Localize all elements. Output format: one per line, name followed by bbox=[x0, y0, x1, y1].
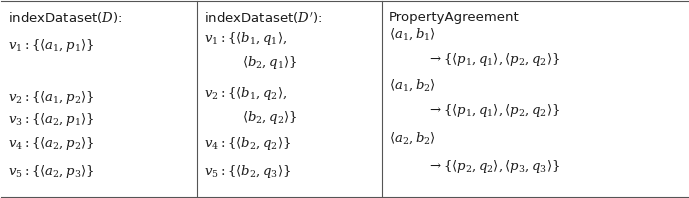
Text: $\langle a_1, b_2\rangle$: $\langle a_1, b_2\rangle$ bbox=[389, 78, 436, 93]
Text: $\langle a_1, b_1\rangle$: $\langle a_1, b_1\rangle$ bbox=[389, 27, 436, 42]
Text: indexDataset($D$):: indexDataset($D$): bbox=[8, 10, 123, 26]
Text: $\rightarrow \{\langle p_1, q_1\rangle, \langle p_2, q_2\rangle\}$: $\rightarrow \{\langle p_1, q_1\rangle, … bbox=[427, 51, 560, 69]
Text: $\rightarrow \{\langle p_2, q_2\rangle, \langle p_3, q_3\rangle\}$: $\rightarrow \{\langle p_2, q_2\rangle, … bbox=[427, 158, 560, 175]
Text: $v_3 : \{\langle a_2, p_1\rangle\}$: $v_3 : \{\langle a_2, p_1\rangle\}$ bbox=[8, 111, 95, 128]
Text: $v_5 : \{\langle a_2, p_3\rangle\}$: $v_5 : \{\langle a_2, p_3\rangle\}$ bbox=[8, 163, 95, 180]
Text: $v_2 : \{\langle b_1, q_2\rangle,$: $v_2 : \{\langle b_1, q_2\rangle,$ bbox=[204, 85, 287, 102]
Text: $v_1 : \{\langle b_1, q_1\rangle,$: $v_1 : \{\langle b_1, q_1\rangle,$ bbox=[204, 30, 287, 47]
Text: $\langle a_2, b_2\rangle$: $\langle a_2, b_2\rangle$ bbox=[389, 130, 436, 146]
Text: $v_4 : \{\langle a_2, p_2\rangle\}$: $v_4 : \{\langle a_2, p_2\rangle\}$ bbox=[8, 135, 95, 152]
Text: $v_2 : \{\langle a_1, p_2\rangle\}$: $v_2 : \{\langle a_1, p_2\rangle\}$ bbox=[8, 89, 95, 106]
Text: $\langle b_2, q_1\rangle\}$: $\langle b_2, q_1\rangle\}$ bbox=[242, 54, 297, 71]
Text: $\langle b_2, q_2\rangle\}$: $\langle b_2, q_2\rangle\}$ bbox=[242, 109, 297, 126]
Text: indexDataset($D^{\prime}$):: indexDataset($D^{\prime}$): bbox=[204, 10, 322, 26]
Text: $v_4 : \{\langle b_2, q_2\rangle\}$: $v_4 : \{\langle b_2, q_2\rangle\}$ bbox=[204, 135, 291, 152]
Text: $v_1 : \{\langle a_1, p_1\rangle\}$: $v_1 : \{\langle a_1, p_1\rangle\}$ bbox=[8, 37, 95, 54]
Text: $v_5 : \{\langle b_2, q_3\rangle\}$: $v_5 : \{\langle b_2, q_3\rangle\}$ bbox=[204, 163, 291, 180]
Text: $\rightarrow \{\langle p_1, q_1\rangle, \langle p_2, q_2\rangle\}$: $\rightarrow \{\langle p_1, q_1\rangle, … bbox=[427, 102, 560, 119]
Text: PropertyAgreement: PropertyAgreement bbox=[389, 11, 520, 25]
